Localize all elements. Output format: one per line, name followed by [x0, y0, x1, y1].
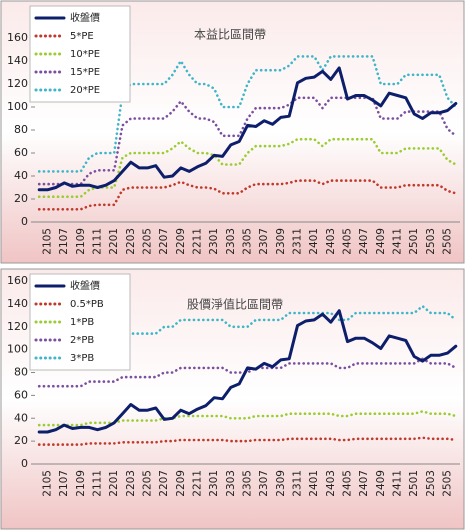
x-tick-label: 2407: [358, 228, 370, 255]
x-tick-label: 2503: [425, 470, 437, 497]
legend: 收盤價 0.5*PB 1*PB 2*PB 3*PB: [29, 273, 131, 371]
annotation: 本益比區間帶: [194, 28, 266, 42]
legend-label: 3*PB: [70, 353, 94, 364]
legend-label: 收盤價: [70, 279, 100, 292]
y-tick-label: 140: [7, 297, 28, 310]
x-tick-label: 2309: [275, 228, 287, 255]
x-tick-label: 2303: [225, 228, 237, 255]
x-tick-label: 2109: [75, 228, 87, 255]
y-tick-label: 80: [14, 366, 28, 379]
x-tick-label: 2309: [275, 470, 287, 497]
x-tick-label: 2211: [192, 470, 204, 497]
legend: 收盤價 5*PE 10*PE 15*PE 20*PE: [29, 5, 131, 103]
y-tick-label: 60: [14, 146, 28, 159]
x-tick-label: 2107: [58, 470, 70, 497]
x-tick-label: 2209: [175, 228, 187, 255]
legend-label: 1*PB: [70, 317, 94, 328]
x-tick-label: 2207: [158, 228, 170, 255]
legend-label: 2*PB: [70, 335, 94, 346]
x-tick-label: 2107: [58, 228, 70, 255]
x-tick-label: 2105: [42, 228, 54, 255]
y-tick-label: 160: [7, 31, 28, 44]
x-tick-label: 2403: [325, 228, 337, 255]
band-line: [37, 436, 458, 446]
x-tick-label: 2411: [392, 228, 404, 255]
x-tick-label: 2501: [408, 470, 420, 497]
legend-label: 10*PE: [70, 49, 100, 60]
x-tick-label: 2307: [258, 470, 270, 497]
x-tick-label: 2111: [92, 228, 104, 255]
y-tick-label: 40: [14, 411, 28, 424]
band-line: [37, 410, 458, 427]
x-tick-label: 2501: [408, 228, 420, 255]
y-tick-label: 80: [14, 123, 28, 136]
x-tick-label: 2109: [75, 470, 87, 497]
legend-label: 收盤價: [70, 11, 100, 24]
x-tick-label: 2203: [125, 228, 137, 255]
y-tick-label: 20: [14, 434, 28, 447]
x-tick-label: 2201: [108, 470, 120, 497]
x-tick-label: 2205: [142, 228, 154, 255]
x-tick-label: 2505: [442, 228, 454, 255]
x-tick-label: 2311: [292, 470, 304, 497]
band-line: [37, 137, 458, 198]
x-tick-label: 2201: [108, 228, 120, 255]
band-line: [37, 96, 458, 186]
y-tick-label: 120: [7, 77, 28, 90]
x-tick-label: 2303: [225, 470, 237, 497]
y-tick-label: 0: [21, 215, 28, 228]
x-tick-label: 2305: [242, 470, 254, 497]
band-line: [37, 179, 458, 211]
x-tick-label: 2401: [308, 470, 320, 497]
x-tick-label: 2203: [125, 470, 137, 497]
y-tick-label: 140: [7, 54, 28, 67]
y-tick-label: 40: [14, 169, 28, 182]
y-tick-label: 60: [14, 388, 28, 401]
x-tick-label: 2503: [425, 228, 437, 255]
x-tick-label: 2311: [292, 228, 304, 255]
y-tick-label: 160: [7, 274, 28, 287]
x-tick-label: 2111: [92, 470, 104, 497]
x-tick-label: 2407: [358, 470, 370, 497]
x-tick-label: 2205: [142, 470, 154, 497]
legend-label: 20*PE: [70, 85, 100, 96]
x-tick-label: 2405: [342, 228, 354, 255]
x-tick-label: 2211: [192, 228, 204, 255]
x-tick-label: 2505: [442, 470, 454, 497]
x-tick-label: 2207: [158, 470, 170, 497]
x-tick-label: 2301: [208, 228, 220, 255]
price-line: [37, 309, 458, 434]
x-tick-label: 2209: [175, 470, 187, 497]
band-line: [37, 357, 458, 388]
legend-label: 15*PE: [70, 67, 100, 78]
legend-label: 5*PE: [70, 31, 94, 42]
x-tick-label: 2401: [308, 228, 320, 255]
x-tick-label: 2301: [208, 470, 220, 497]
x-tick-label: 2307: [258, 228, 270, 255]
y-tick-label: 0: [21, 457, 28, 470]
x-tick-label: 2409: [375, 228, 387, 255]
annotation: 股價淨值比區間帶: [187, 297, 283, 312]
y-tick-label: 120: [7, 320, 28, 333]
x-tick-label: 2403: [325, 470, 337, 497]
x-tick-label: 2409: [375, 470, 387, 497]
x-tick-label: 2305: [242, 228, 254, 255]
x-tick-label: 2105: [42, 470, 54, 497]
x-tick-label: 2411: [392, 470, 404, 497]
x-tick-label: 2405: [342, 470, 354, 497]
y-tick-label: 100: [7, 343, 28, 356]
legend-label: 0.5*PB: [70, 299, 104, 310]
y-tick-label: 100: [7, 100, 28, 113]
price-line: [37, 66, 458, 192]
y-tick-label: 20: [14, 192, 28, 205]
